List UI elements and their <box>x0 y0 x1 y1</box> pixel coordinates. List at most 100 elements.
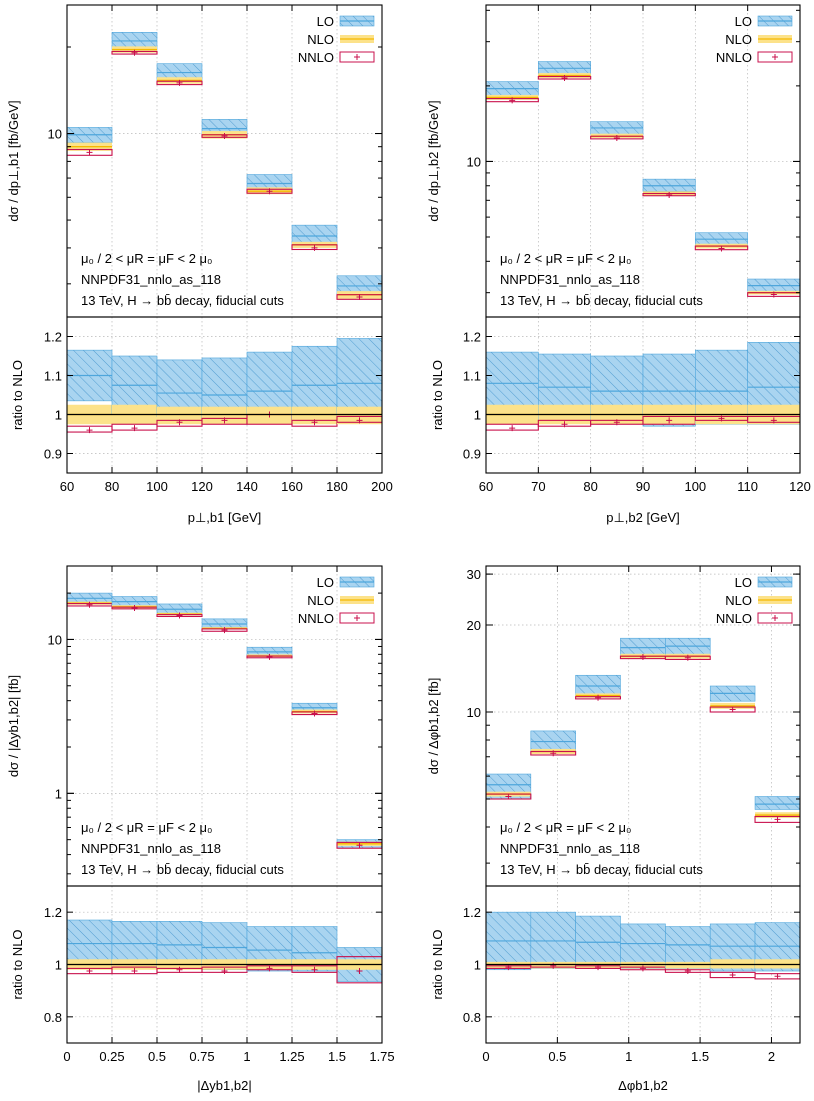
y-axis-label: dσ / dp⊥,b2 [fb/GeV] <box>426 100 441 221</box>
legend: LO NLO NNLO <box>298 575 375 626</box>
main-nnlo-point <box>550 750 557 757</box>
x-tick-label: 2 <box>768 1049 775 1064</box>
ratio-nnlo-point <box>176 966 183 973</box>
x-tick-label: 1 <box>243 1049 250 1064</box>
legend-label-lo: LO <box>317 575 334 590</box>
ratio-lo-hatch <box>665 926 711 969</box>
info-line: 13 TeV, H → bb̄ decay, fiducial cuts <box>500 293 703 308</box>
info-line: μ₀ / 2 < μR = μF < 2 μ₀ <box>81 820 212 835</box>
x-tick-label: 80 <box>105 479 119 494</box>
legend-label-nlo: NLO <box>725 32 752 47</box>
ratio-lo-hatch <box>530 912 576 969</box>
legend: LO NLO NNLO <box>298 14 375 65</box>
ratio-tick-label: 1.1 <box>44 369 62 384</box>
ratio-nnlo-point <box>86 968 93 975</box>
info-line: μ₀ / 2 < μR = μF < 2 μ₀ <box>500 251 631 266</box>
info-annotation: μ₀ / 2 < μR = μF < 2 μ₀ NNPDF31_nnlo_as_1… <box>500 820 703 877</box>
main-nnlo-point <box>131 49 138 56</box>
main-nnlo-point <box>718 245 725 252</box>
main-nnlo-point <box>509 97 516 104</box>
x-tick-label: 90 <box>636 479 650 494</box>
ratio-nnlo-point <box>774 973 781 980</box>
ratio-nnlo-point <box>131 425 138 432</box>
x-tick-label: 0.5 <box>148 1049 166 1064</box>
info-annotation: μ₀ / 2 < μR = μF < 2 μ₀ NNPDF31_nnlo_as_1… <box>81 251 284 308</box>
x-tick-label: 1.5 <box>691 1049 709 1064</box>
ratio-lo-hatch <box>67 920 112 966</box>
x-tick-label: 1.25 <box>279 1049 304 1064</box>
ratio-nlo-band <box>620 961 666 969</box>
legend-swatch-nnlo <box>339 51 375 63</box>
x-tick-label: 100 <box>146 479 168 494</box>
y-tick-label: 20 <box>467 618 481 633</box>
main-nnlo-point <box>639 653 646 660</box>
ratio-nnlo-point <box>221 417 228 424</box>
main-lo-hatch <box>112 596 157 606</box>
y-tick-label: 10 <box>467 154 481 169</box>
x-tick-label: 140 <box>236 479 258 494</box>
main-nnlo-point <box>595 694 602 701</box>
x-tick-label: 100 <box>684 479 706 494</box>
ratio-series <box>486 342 800 432</box>
ratio-frame <box>66 316 383 474</box>
info-line: 13 TeV, H → bb̄ decay, fiducial cuts <box>81 293 284 308</box>
ratio-nnlo-point <box>505 964 512 971</box>
legend-point-nnlo <box>772 615 778 621</box>
main-nnlo-point <box>561 74 568 81</box>
ratio-tick-label: 1 <box>474 958 481 973</box>
grid-lines <box>485 566 800 1043</box>
main-nnlo-point <box>684 654 691 661</box>
ratio-tick-label: 1.2 <box>463 330 481 345</box>
ratio-nnlo-point <box>356 968 363 975</box>
info-line: 13 TeV, H → bb̄ decay, fiducial cuts <box>500 862 703 877</box>
ratio-tick-label: 1.2 <box>44 330 62 345</box>
ratio-nnlo-point <box>176 419 183 426</box>
main-nnlo-point <box>613 134 620 141</box>
ratio-nlo-band <box>710 959 756 969</box>
ratio-series <box>486 911 800 980</box>
main-nnlo-point <box>86 149 93 156</box>
ratio-tick-label: 0.8 <box>44 1010 62 1025</box>
ratio-nnlo-point <box>561 421 568 428</box>
main-nnlo-point <box>311 244 318 251</box>
ratio-tick-label: 1 <box>55 958 62 973</box>
main-nnlo-point <box>86 601 93 608</box>
ratio-nlo-band <box>665 961 711 969</box>
y-tick-label: 30 <box>467 567 481 582</box>
ratio-tick-label: 0.9 <box>463 447 481 462</box>
main-nnlo-point <box>176 79 183 86</box>
ratio-tick-label: 1 <box>474 408 481 423</box>
ratio-nnlo-point <box>86 427 93 434</box>
y-tick-label: 10 <box>467 705 481 720</box>
ratio-nnlo-point <box>684 968 691 975</box>
ratio-nnlo-point <box>550 962 557 969</box>
legend-point-nnlo <box>354 615 360 621</box>
ratio-axis-label: ratio to NLO <box>430 929 445 999</box>
x-tick-label: 200 <box>371 479 393 494</box>
main-nnlo-point <box>266 653 273 660</box>
legend-label-lo: LO <box>735 14 752 29</box>
main-nnlo-point <box>131 605 138 612</box>
ratio-nnlo-box <box>336 956 382 984</box>
main-nnlo-point <box>729 706 736 713</box>
legend: LO NLO NNLO <box>716 14 793 65</box>
main-nnlo-point <box>356 293 363 300</box>
main-nnlo-point <box>221 627 228 634</box>
legend-label-lo: LO <box>735 575 752 590</box>
y-axis-label: dσ / |Δyb1,b2| [fb] <box>6 675 21 777</box>
legend: LO NLO NNLO <box>716 575 793 626</box>
ratio-tick-label: 1.1 <box>463 369 481 384</box>
main-lo-hatch <box>337 275 382 295</box>
main-nnlo-point <box>505 793 512 800</box>
main-nnlo-point <box>221 133 228 140</box>
main-lo-hatch <box>247 174 292 192</box>
ratio-nlo-band <box>202 406 247 425</box>
main-series <box>486 637 800 823</box>
main-nnlo-point <box>356 842 363 849</box>
y-tick-label: 10 <box>48 127 62 142</box>
ratio-nnlo-point <box>595 964 602 971</box>
ratio-nnlo-point <box>131 968 138 975</box>
ratio-nnlo-point <box>613 419 620 426</box>
x-tick-label: 0.5 <box>548 1049 566 1064</box>
